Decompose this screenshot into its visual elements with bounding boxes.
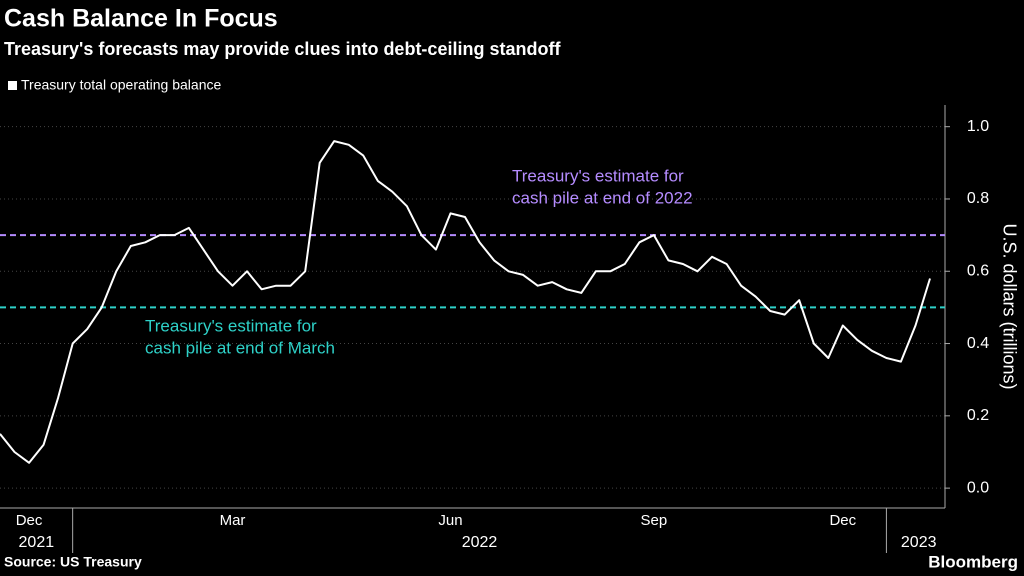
y-axis-label: U.S. dollars (trillions) [999, 223, 1019, 389]
y-tick-label: 0.6 [967, 262, 989, 279]
annotation: Treasury's estimate for [145, 316, 317, 335]
legend-swatch [8, 81, 17, 90]
annotation: Treasury's estimate for [512, 166, 684, 185]
y-tick-label: 0.8 [967, 190, 989, 207]
x-tick-label: Dec [16, 512, 43, 529]
x-tick-label: Dec [829, 512, 856, 529]
x-tick-label: Jun [438, 512, 462, 529]
x-tick-label: Sep [641, 512, 668, 529]
legend-label: Treasury total operating balance [21, 77, 221, 93]
y-tick-label: 0.0 [967, 479, 989, 496]
source: Source: US Treasury [4, 554, 142, 570]
y-tick-label: 0.4 [967, 335, 989, 352]
chart-title: Cash Balance In Focus [4, 5, 278, 33]
annotation: cash pile at end of 2022 [512, 188, 693, 207]
data-line [0, 140, 931, 464]
year-label: 2022 [462, 534, 498, 551]
brand: Bloomberg [928, 552, 1018, 571]
x-tick-label: Mar [220, 512, 246, 529]
y-tick-label: 0.2 [967, 407, 989, 424]
annotation: cash pile at end of March [145, 338, 335, 357]
year-label: 2023 [901, 534, 937, 551]
chart-subtitle: Treasury's forecasts may provide clues i… [4, 39, 561, 59]
y-tick-label: 1.0 [967, 118, 989, 135]
year-label: 2021 [19, 534, 55, 551]
